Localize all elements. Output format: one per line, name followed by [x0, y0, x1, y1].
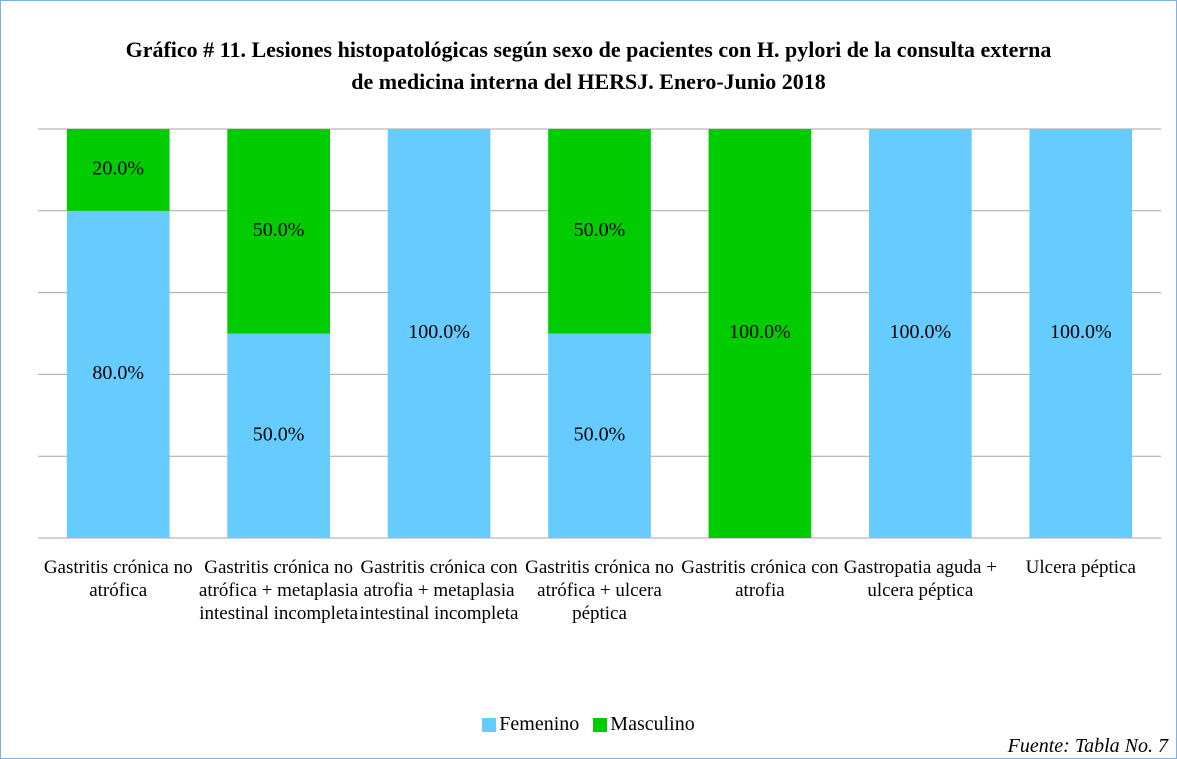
data-label: 100.0%: [890, 321, 952, 343]
data-label: 100.0%: [408, 321, 470, 343]
source-note: Fuente: Tabla No. 7: [1007, 735, 1168, 757]
bar-segment: [708, 129, 812, 538]
legend-item: Masculino: [593, 713, 695, 736]
x-tick-label: Gastritis crónica con atrofia + metaplas…: [359, 557, 519, 624]
data-label: 100.0%: [729, 321, 791, 343]
chart-title: Gráfico # 11. Lesiones histopatológicas …: [125, 37, 1052, 94]
x-tick-label: Gastritis crónica no atrófica + metaplas…: [198, 557, 359, 624]
legend-swatch: [482, 717, 497, 732]
legend-label: Masculino: [610, 713, 695, 735]
bar-segment: [227, 129, 330, 334]
bar-segment: [869, 129, 972, 538]
data-label: 100.0%: [1050, 321, 1112, 343]
data-label: 50.0%: [253, 423, 305, 445]
bar-segment: [227, 333, 330, 538]
bar-segment: [1029, 129, 1133, 538]
bar-segment: [66, 210, 170, 539]
data-label: 50.0%: [574, 423, 626, 445]
x-tick-label: Gastritis crónica con atrofia: [681, 557, 839, 601]
bar-segment: [548, 129, 651, 334]
bar-segment: [548, 333, 651, 538]
bar-segment: [387, 129, 491, 538]
legend-swatch: [593, 717, 608, 732]
legend-item: Femenino: [482, 713, 579, 736]
x-tick-label: Gastritis crónica no atrófica: [43, 557, 193, 601]
legend-label: Femenino: [499, 713, 580, 735]
x-tick-label: Gastropatia aguda + ulcera péptica: [843, 557, 997, 601]
x-tick-label: Ulcera péptica: [1025, 557, 1136, 578]
x-tick-label: Gastritis crónica no atrófica + ulcera p…: [525, 557, 674, 624]
bar-segment: [66, 129, 170, 211]
data-label: 20.0%: [92, 157, 144, 179]
data-label: 80.0%: [92, 362, 144, 384]
data-label: 50.0%: [574, 219, 626, 241]
legend: Femenino Masculino: [1, 713, 1176, 736]
data-label: 50.0%: [253, 219, 305, 241]
